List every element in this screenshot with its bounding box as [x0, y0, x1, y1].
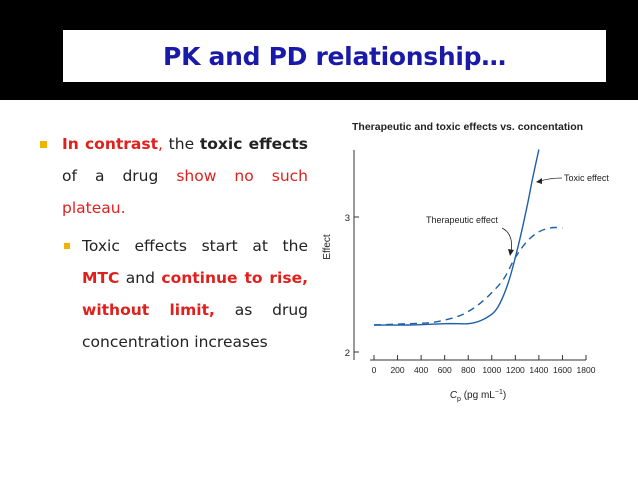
- x-tick-label: 200: [390, 365, 404, 375]
- slide-content: In contrast, the toxic effects of a drug…: [38, 128, 308, 358]
- toxic-effect-line: [373, 149, 540, 326]
- square-subbullet-icon: [64, 243, 70, 249]
- x-tick-label: 0: [372, 365, 377, 375]
- x-tick-label: 1400: [529, 365, 548, 375]
- square-bullet-icon: [40, 141, 47, 148]
- therapeutic-effect-pointer: [501, 227, 512, 253]
- x-tick-label: 800: [461, 365, 475, 375]
- chart-axes: [353, 150, 586, 361]
- x-tick-label: 1800: [577, 365, 596, 375]
- x-label-close: ): [503, 390, 506, 401]
- text-and: and: [119, 269, 162, 287]
- y-tick-label: 3: [345, 213, 350, 224]
- bullet-level2: Toxic effects start at the MTC and conti…: [62, 230, 308, 358]
- title-box: PK and PD relationship…: [63, 30, 606, 82]
- title-band: PK and PD relationship…: [0, 0, 638, 100]
- text-mtc: MTC: [82, 269, 120, 287]
- text-toxic-start: Toxic effects start at the: [82, 237, 308, 255]
- text-as-concentration: as drug concentration increases: [82, 301, 308, 351]
- x-tick-label: 1200: [506, 365, 525, 375]
- y-tick-label: 2: [345, 348, 350, 359]
- text-comma: ,: [158, 135, 169, 153]
- text-continue-rise: continue to rise, without limit,: [82, 269, 308, 319]
- text-the: the: [168, 135, 200, 153]
- slide-title: PK and PD relationship…: [163, 41, 506, 71]
- text-toxic-effects: toxic effects: [199, 135, 308, 153]
- bullet-level1: In contrast, the toxic effects of a drug…: [38, 128, 308, 224]
- x-axis-label: Cp (pg mL−1): [450, 389, 506, 403]
- effect-concentration-chart: Therapeutic and toxic effects vs. concen…: [322, 121, 609, 403]
- therapeutic-effect-label: Therapeutic effect: [426, 215, 498, 225]
- therapeutic-effect-line: [373, 226, 563, 326]
- toxic-effect-pointer: [539, 177, 563, 182]
- chart-annotations: Toxic effect Therapeutic effect: [426, 173, 609, 256]
- x-label-unit: (pg mL: [461, 390, 495, 401]
- text-in-contrast: In contrast: [62, 135, 159, 153]
- text-no-plateau: show no such plateau.: [62, 167, 308, 217]
- y-axis-label: Effect: [322, 234, 333, 260]
- toxic-effect-label: Toxic effect: [564, 173, 609, 183]
- x-label-sub: p: [457, 396, 461, 403]
- chart-series: [373, 149, 563, 326]
- text-of-a-drug: of a drug: [62, 167, 177, 185]
- arrow-head-icon: [508, 249, 514, 256]
- x-tick-label: 1000: [482, 365, 501, 375]
- x-label-exp: −1: [495, 389, 503, 396]
- x-tick-label: 1600: [553, 365, 572, 375]
- x-tick-label: 400: [414, 365, 428, 375]
- x-tick-label: 600: [438, 365, 452, 375]
- chart-ticks: 0 200 400 600 800 1000 1200 1400 1600 1800 2 3: [345, 213, 596, 375]
- chart-title: Therapeutic and toxic effects vs. concen…: [352, 121, 583, 133]
- x-label-main: C: [450, 390, 458, 401]
- arrow-head-icon: [536, 178, 542, 184]
